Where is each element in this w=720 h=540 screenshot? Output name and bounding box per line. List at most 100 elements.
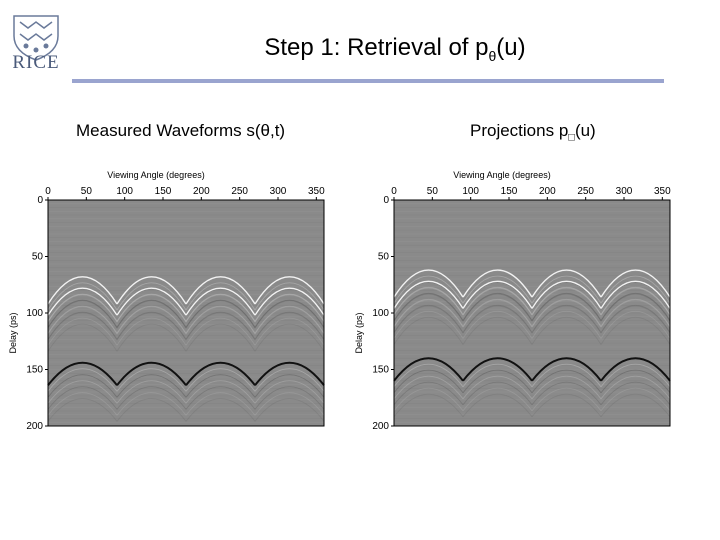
arc-ripple bbox=[531, 287, 602, 315]
arc-ripple bbox=[185, 294, 256, 323]
caption-right-text: Projections p bbox=[470, 121, 569, 140]
arc-mark bbox=[47, 276, 118, 305]
arc-ripple bbox=[185, 305, 256, 334]
caption-right-tail: (u) bbox=[574, 121, 596, 140]
arc-ripple bbox=[116, 398, 187, 422]
arc-ripple bbox=[393, 317, 464, 345]
arc-mark bbox=[254, 287, 325, 316]
arc-ripple bbox=[116, 317, 187, 346]
x-tick-label: 0 bbox=[45, 186, 51, 197]
arc-ripple bbox=[116, 374, 187, 398]
title-tail: (u) bbox=[496, 34, 526, 61]
arc-ripple bbox=[531, 363, 602, 388]
arc-ripple bbox=[254, 386, 325, 410]
projections-svg: 0 50 100 150 200 250 300 350 0 50 100 150 200 Viewing… bbox=[354, 170, 671, 432]
arc-ripple bbox=[393, 387, 464, 412]
arc-ripple bbox=[47, 312, 118, 341]
x-tick-label: 0 bbox=[391, 186, 397, 197]
arc-ripple bbox=[393, 305, 464, 333]
x-tick-label: 250 bbox=[577, 186, 594, 197]
caption-left-text: Measured Waveforms s(θ,t) bbox=[76, 121, 286, 140]
arc-ripple bbox=[600, 381, 671, 406]
arc-ripple bbox=[47, 311, 118, 340]
arc-ripple bbox=[600, 287, 671, 315]
arc-mark bbox=[47, 361, 118, 386]
arc-ripple bbox=[116, 299, 187, 328]
arc-ripple bbox=[47, 386, 118, 410]
y-tick-label: 50 bbox=[32, 252, 44, 263]
arc-ripple bbox=[600, 293, 671, 321]
arc-ripple bbox=[462, 393, 533, 418]
arc-ripple bbox=[254, 392, 325, 416]
x-tick-label: 100 bbox=[462, 186, 479, 197]
caption-right-subscript: □ bbox=[568, 131, 575, 144]
arc-ripple bbox=[185, 386, 256, 410]
arc-mark bbox=[185, 361, 256, 386]
arc-ripple bbox=[185, 306, 256, 335]
arc-ripple bbox=[254, 374, 325, 398]
arc-ripple bbox=[393, 363, 464, 388]
x-tick-label: 50 bbox=[81, 186, 93, 197]
arc-ripple bbox=[531, 369, 602, 394]
arc-ripple bbox=[254, 368, 325, 392]
arc-ripple bbox=[462, 287, 533, 316]
arc-ripple bbox=[116, 306, 187, 335]
arc-ripple bbox=[462, 311, 533, 339]
x-tick-label: 300 bbox=[270, 186, 287, 197]
arc-ripple bbox=[600, 275, 671, 304]
arc-ripple bbox=[47, 368, 118, 392]
arc-ripple bbox=[600, 287, 671, 316]
arc-ripple bbox=[116, 368, 187, 392]
arc-ripple bbox=[254, 305, 325, 334]
caption-measured-waveforms: Measured Waveforms s(θ,t) bbox=[76, 121, 285, 141]
arc-ripple bbox=[462, 275, 533, 304]
arc-ripple bbox=[185, 374, 256, 398]
x-tick-label: 300 bbox=[616, 186, 633, 197]
arc-ripple bbox=[116, 294, 187, 323]
y-tick-label: 0 bbox=[383, 195, 389, 206]
arc-ripple bbox=[393, 393, 464, 418]
arc-mark bbox=[116, 361, 187, 386]
arc-ripple bbox=[47, 299, 118, 328]
title-main: Step 1: Retrieval of p bbox=[264, 34, 489, 61]
arc-ripple bbox=[393, 305, 464, 334]
arc-mark bbox=[462, 280, 533, 309]
arc-ripple bbox=[254, 299, 325, 328]
arc-ripple bbox=[531, 287, 602, 316]
arc-ripple bbox=[393, 381, 464, 406]
y-tick-label: 0 bbox=[37, 195, 43, 206]
title-divider bbox=[72, 79, 664, 83]
caption-projections: Projections p□(u) bbox=[470, 121, 596, 143]
arc-ripple bbox=[47, 392, 118, 416]
arc-ripple bbox=[116, 312, 187, 341]
arc-mark bbox=[393, 357, 464, 382]
arc-ripple bbox=[185, 380, 256, 404]
arc-ripple bbox=[116, 323, 187, 352]
arc-ripple bbox=[393, 375, 464, 400]
arc-ripple bbox=[185, 293, 256, 322]
x-tick-label: 150 bbox=[501, 186, 518, 197]
arc-ripple bbox=[531, 299, 602, 328]
arc-ripple bbox=[254, 294, 325, 323]
arc-ripple bbox=[116, 311, 187, 340]
x-tick-label: 150 bbox=[155, 186, 172, 197]
plot-area bbox=[394, 200, 670, 426]
arc-ripple bbox=[116, 380, 187, 404]
arc-ripple bbox=[47, 323, 118, 352]
arc-ripple bbox=[254, 282, 325, 311]
arc-mark bbox=[531, 269, 602, 298]
arc-mark bbox=[116, 287, 187, 316]
arc-mark bbox=[531, 357, 602, 382]
arc-ripple bbox=[393, 293, 464, 322]
rice-logo-text: RICE bbox=[12, 52, 60, 73]
arc-mark bbox=[462, 357, 533, 382]
arc-ripple bbox=[531, 305, 602, 333]
measured-waveforms-chart: 0 50 100 150 200 250 300 350 0 50 100 150 200 Viewing… bbox=[4, 158, 334, 438]
arc-ripple bbox=[185, 282, 256, 311]
arc-ripple bbox=[185, 317, 256, 346]
arc-ripple bbox=[600, 305, 671, 333]
x-tick-label: 200 bbox=[193, 186, 210, 197]
arc-ripple bbox=[185, 392, 256, 416]
arc-ripple bbox=[462, 293, 533, 321]
arc-mark bbox=[254, 276, 325, 305]
